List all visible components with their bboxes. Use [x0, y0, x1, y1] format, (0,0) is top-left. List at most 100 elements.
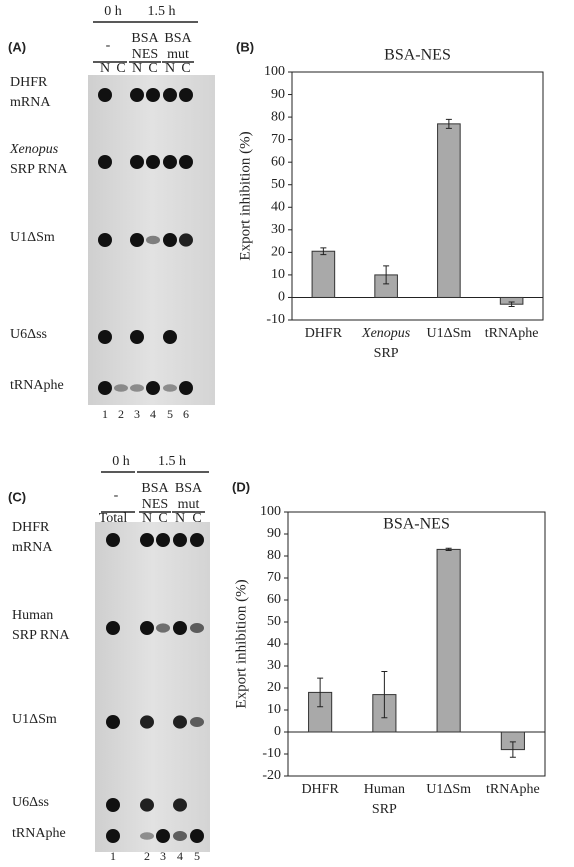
time-label: 0 h: [104, 4, 122, 19]
lane-label: C: [158, 511, 167, 526]
x-tick-label: tRNAphe: [485, 326, 539, 341]
row-label: mRNA: [10, 95, 51, 110]
y-tick-label: 100: [264, 64, 285, 79]
y-axis-label: Export inhibition (%): [237, 131, 253, 260]
y-tick-label: 20: [267, 680, 281, 695]
time-label: 0 h: [112, 454, 130, 469]
y-tick-label: -10: [262, 746, 281, 761]
control-label: -: [114, 488, 119, 503]
gel-band: [179, 88, 193, 102]
label-line: Xenopus: [361, 326, 411, 341]
gel-band: [98, 330, 112, 344]
y-tick-label: -20: [262, 768, 281, 783]
gel-band: [130, 233, 144, 247]
lane-number: 6: [183, 407, 189, 421]
y-tick-label: 90: [271, 87, 285, 102]
gel-band: [140, 832, 154, 840]
gel-band: [173, 533, 187, 547]
chart-title: BSA-NES: [383, 516, 450, 533]
lane-label: C: [148, 61, 157, 76]
error-bar: [445, 547, 452, 551]
gel-band: [130, 88, 144, 102]
lane-label: C: [192, 511, 201, 526]
x-tick-label: DHFR: [301, 782, 339, 797]
bar: [437, 123, 461, 298]
y-tick-label: 30: [267, 658, 281, 673]
y-tick-label: 30: [271, 222, 285, 237]
y-tick-label: 80: [267, 548, 281, 563]
y-tick-label: -10: [266, 312, 285, 327]
gel-band: [173, 831, 187, 841]
group-label: BSA: [175, 481, 203, 496]
row-label: tRNAphe: [10, 378, 64, 393]
gel-band: [156, 623, 170, 633]
y-tick-label: 60: [267, 592, 281, 607]
lane-label: C: [181, 61, 190, 76]
lane-label: Total: [99, 511, 128, 526]
row-label: tRNAphe: [12, 826, 66, 841]
panel-label: (C): [8, 489, 26, 504]
row-label: DHFR: [10, 75, 48, 90]
time-label: 1.5 h: [148, 4, 176, 19]
error-bar: [381, 671, 388, 719]
panel-label: (D): [232, 479, 250, 494]
bar: [311, 250, 336, 298]
gel-band: [179, 155, 193, 169]
row-label: Human: [12, 608, 53, 623]
gel-band: [106, 829, 120, 843]
group-label: mut: [178, 497, 200, 512]
x-tick-label: tRNAphe: [486, 782, 540, 797]
gel-band: [106, 798, 120, 812]
gel-band: [179, 381, 193, 395]
lane-number: 4: [177, 849, 183, 863]
plot-frame: [291, 71, 544, 321]
gel-band: [156, 829, 170, 843]
group-label: NES: [132, 47, 158, 62]
group-label: BSA: [164, 31, 192, 46]
gel-band: [140, 533, 154, 547]
row-label: mRNA: [12, 540, 53, 555]
gel-band: [146, 235, 160, 245]
y-tick-label: 100: [260, 504, 281, 519]
gel-band: [140, 798, 154, 812]
y-tick-label: 40: [267, 636, 281, 651]
lane-number: 3: [134, 407, 140, 421]
gel-band: [163, 155, 177, 169]
x-tick-label: Human SRP: [364, 782, 405, 817]
gel-band: [106, 621, 120, 635]
gel-band: [163, 233, 177, 247]
gel-band: [163, 384, 177, 392]
y-tick-label: 50: [271, 177, 285, 192]
bar: [436, 548, 461, 733]
gel-band: [140, 715, 154, 729]
lane-number: 1: [110, 849, 116, 863]
lane-number: 4: [150, 407, 156, 421]
chart-title: BSA-NES: [384, 47, 451, 64]
row-label: U6Δss: [12, 795, 49, 810]
gel-image: [95, 522, 210, 852]
gel-band: [130, 384, 144, 392]
panel-label: (A): [8, 39, 26, 54]
gel-band: [173, 798, 187, 812]
row-label: DHFR: [12, 520, 50, 535]
group-label: NES: [142, 497, 168, 512]
lane-number: 5: [194, 849, 200, 863]
row-label: SRP RNA: [10, 162, 68, 177]
gel-band: [106, 533, 120, 547]
gel-band: [173, 715, 187, 729]
y-tick-label: 70: [267, 570, 281, 585]
row-label: U1ΔSm: [10, 230, 55, 245]
y-tick-label: 60: [271, 154, 285, 169]
gel-band: [98, 155, 112, 169]
error-bar: [317, 677, 324, 708]
gel-band: [98, 381, 112, 395]
error-bar: [445, 118, 452, 129]
lane-label: N: [100, 61, 110, 76]
lane-number: 2: [144, 849, 150, 863]
error-bar: [508, 301, 515, 307]
error-bar: [320, 247, 327, 256]
y-tick-label: 50: [267, 614, 281, 629]
label-line: SRP: [372, 802, 397, 817]
row-label: SRP RNA: [12, 628, 70, 643]
